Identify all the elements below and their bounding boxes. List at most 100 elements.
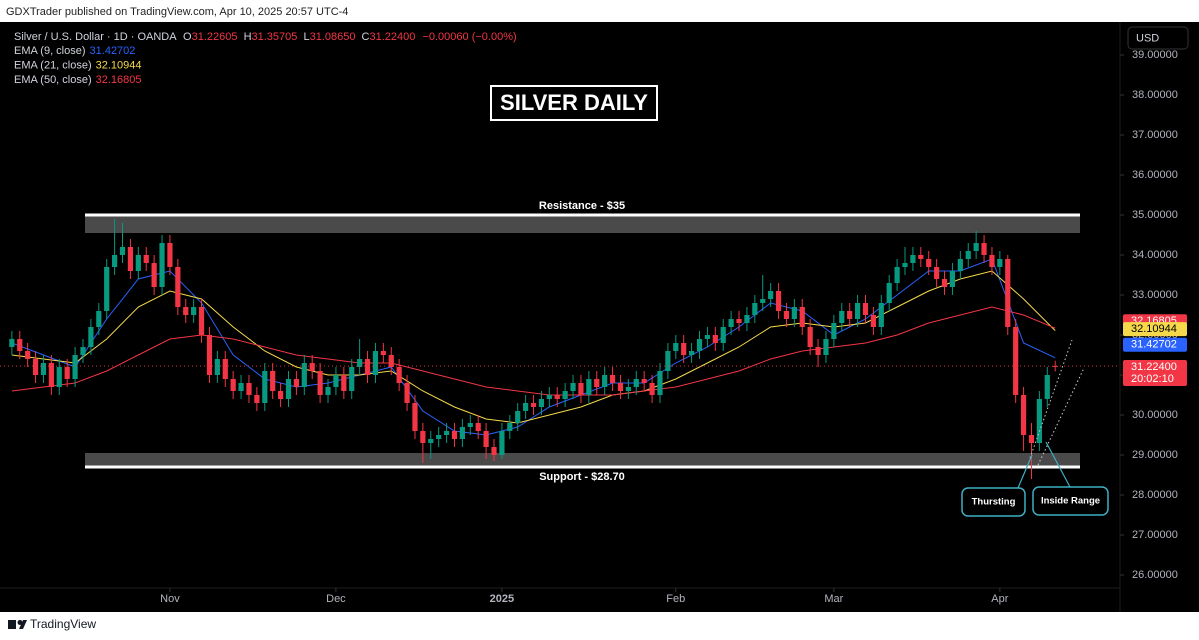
candle-body: [981, 243, 987, 255]
candle-body: [665, 351, 671, 371]
candle-body: [546, 395, 552, 399]
candle-body: [989, 255, 995, 267]
candle-body: [523, 403, 529, 411]
candle-body: [941, 279, 948, 287]
title-box: [490, 85, 658, 121]
candle-body: [143, 255, 149, 263]
candle-body: [926, 259, 932, 267]
ema-value: 31.42702: [90, 45, 136, 57]
candle-body: [56, 367, 62, 387]
candle-body: [127, 247, 134, 271]
ohlc-value: 31.35705: [252, 31, 298, 43]
candle-body: [404, 383, 410, 403]
candle-body: [633, 379, 639, 387]
candle-body: [48, 363, 54, 387]
candle-body: [88, 327, 94, 347]
candle-body: [135, 255, 141, 271]
candle-body: [325, 387, 331, 395]
candle-body: [1028, 435, 1035, 443]
candle-body: [396, 367, 402, 383]
ema-legend: EMA (9, close) 31.42702: [14, 45, 135, 57]
callout-label: Inside Range: [1041, 496, 1100, 507]
candle-body: [894, 267, 900, 283]
candle-body: [720, 327, 726, 343]
candle-body: [262, 371, 268, 403]
candle-body: [854, 303, 861, 319]
candle-body: [499, 431, 505, 455]
x-tick-label: Dec: [326, 593, 346, 605]
y-tick-label: 36.00000: [1132, 169, 1178, 181]
candle-body: [151, 263, 157, 287]
candle-body: [728, 319, 734, 327]
candle-body: [341, 375, 347, 391]
trend-guide: [1029, 339, 1073, 459]
ohlc-value: 31.22605: [192, 31, 238, 43]
candle-body: [791, 307, 797, 319]
ohlc-label: C: [362, 31, 370, 43]
candle-body: [420, 431, 426, 443]
callout-connector: [1017, 454, 1033, 489]
candle-body: [870, 315, 876, 327]
candle-body: [443, 431, 450, 435]
candle-body: [625, 387, 631, 391]
candle-body: [104, 267, 110, 311]
candle-body: [752, 303, 758, 315]
candle-body: [609, 375, 616, 383]
y-tick-label: 33.00000: [1132, 289, 1178, 301]
candle-body: [349, 367, 355, 391]
candle-body: [1005, 259, 1011, 327]
candle-body: [254, 395, 260, 403]
candle-body: [301, 363, 307, 387]
candle-body: [823, 339, 829, 355]
candle-body: [602, 375, 608, 387]
candle-body: [712, 335, 718, 343]
y-tick-label: 26.00000: [1132, 569, 1178, 581]
ohlc-label: L: [303, 31, 309, 43]
candle-body: [831, 323, 837, 339]
plot-area: Resistance - $35 Support - $28.70: [0, 200, 1120, 483]
callout-connector: [1045, 441, 1071, 488]
candle-body: [436, 435, 442, 439]
candle-body: [17, 339, 23, 351]
candle-body: [973, 243, 979, 251]
level-label: Resistance - $35: [539, 200, 625, 212]
level-label: Support - $28.70: [539, 471, 625, 483]
candle-body: [96, 311, 102, 327]
countdown-label: 20:02:10: [1131, 373, 1174, 385]
candle-body: [594, 379, 600, 387]
candle-body: [760, 299, 766, 303]
candle-body: [40, 363, 47, 375]
candle-body: [183, 307, 189, 315]
candle-body: [372, 351, 379, 375]
currency-button[interactable]: [1127, 26, 1189, 50]
candle-body: [910, 255, 916, 263]
candle-body: [538, 399, 545, 407]
candle-body: [206, 335, 213, 375]
candle-body: [696, 339, 703, 351]
candle-body: [317, 371, 323, 395]
candle-body: [839, 311, 845, 323]
last-price-label: 31.22400: [1131, 361, 1177, 373]
candle-body: [428, 439, 434, 443]
candle-body: [9, 339, 15, 347]
candle-body: [246, 383, 252, 395]
symbol-legend: Silver / U.S. Dollar · 1D · OANDA O31.22…: [14, 31, 517, 43]
candle-body: [886, 283, 892, 303]
candle-body: [515, 411, 521, 423]
y-tick-label: 34.00000: [1132, 249, 1178, 261]
candle-body: [862, 303, 869, 315]
candle-body: [214, 359, 220, 375]
callout-box: [1032, 486, 1109, 516]
candle-body: [681, 343, 687, 355]
candle-body: [483, 431, 489, 447]
price-tag: [1123, 337, 1187, 352]
candle-body: [783, 311, 790, 319]
candle-body: [617, 383, 624, 391]
candle-body: [277, 391, 284, 399]
candle-body: [112, 255, 118, 267]
ema-legend: EMA (50, close) 32.16805: [14, 74, 142, 86]
candle-body: [768, 291, 774, 299]
y-tick-label: 37.00000: [1132, 129, 1178, 141]
